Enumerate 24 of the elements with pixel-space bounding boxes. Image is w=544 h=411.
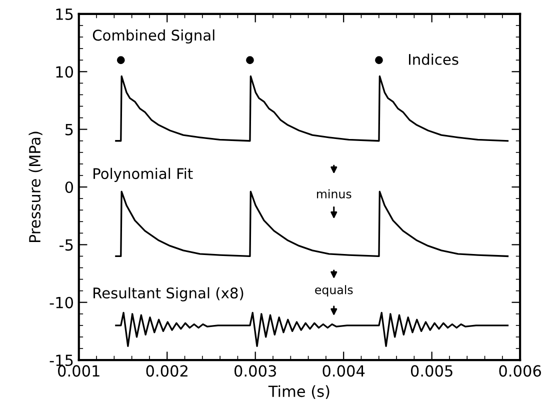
y-tick-label: 15 (56, 8, 73, 20)
x-tick-label: 0.004 (322, 365, 365, 377)
y-tick-label: -15 (50, 354, 73, 366)
series-label: Polynomial Fit (94, 168, 193, 182)
line-series (115, 190, 509, 258)
y-tick-label: 5 (65, 124, 73, 136)
x-axis-title: Time (s) (268, 385, 330, 399)
series-label: Resultant Signal (x8) (94, 287, 244, 302)
x-tick-label: 0.003 (234, 365, 276, 377)
line-series (115, 75, 509, 142)
x-tick-label: 0.005 (410, 365, 452, 377)
y-axis-title: Pressure (MPa) (28, 132, 42, 242)
y-tick-label: -10 (50, 296, 74, 308)
series-label: Indices (408, 54, 458, 65)
y-tick-label: -5 (60, 239, 73, 251)
line-series (115, 312, 509, 348)
annotation: equals (315, 285, 353, 297)
annotation: minus (317, 189, 352, 198)
x-tick-label: 0.002 (146, 365, 188, 377)
y-tick-label: 0 (65, 181, 74, 194)
x-tick-label: 0.006 (499, 365, 541, 377)
y-tick-label: 10 (56, 66, 74, 78)
legend-label: Combined Signal (92, 29, 214, 44)
x-tick-label: 0.001 (58, 365, 100, 377)
